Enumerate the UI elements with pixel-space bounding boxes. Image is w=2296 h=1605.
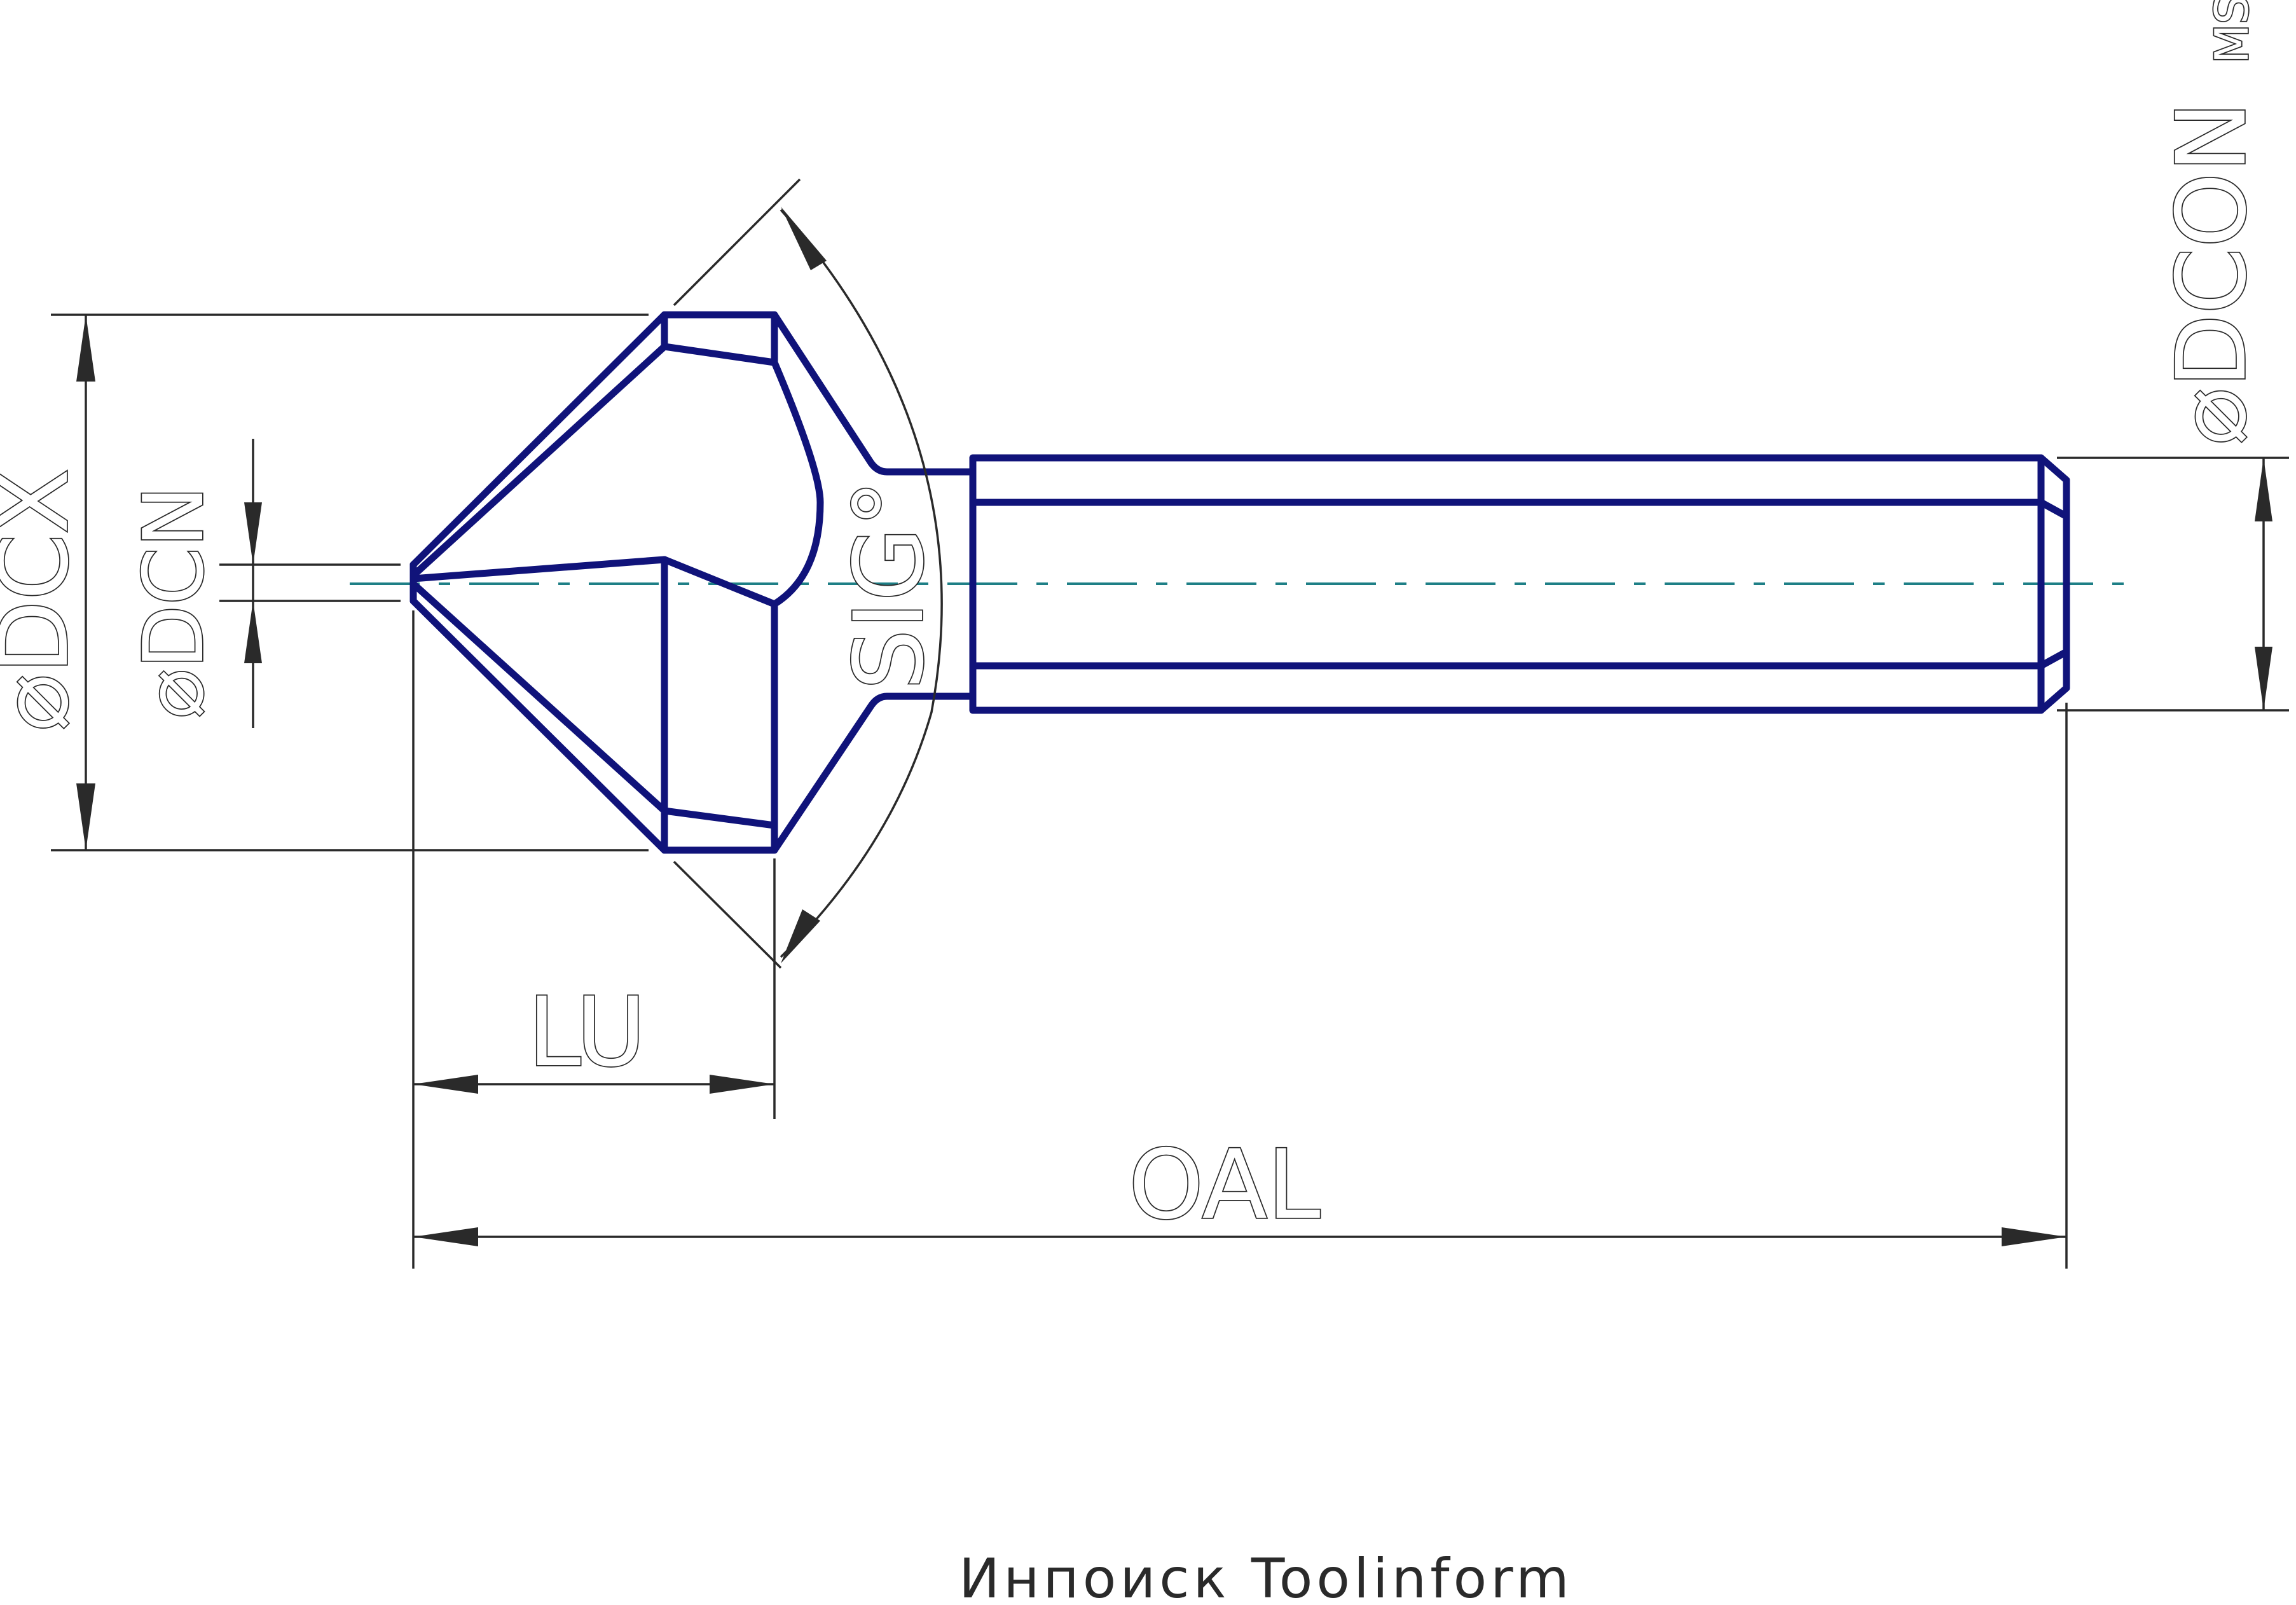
hex-shank-chamfer-end xyxy=(2037,454,2070,714)
sig-arrow-bottom xyxy=(781,909,820,963)
cutting-flank-upper xyxy=(409,343,824,608)
oal-arrow-right xyxy=(2002,1227,2066,1246)
dcx-dimension: ⌀DCX xyxy=(0,313,649,851)
dcn-arrow-top xyxy=(244,502,262,565)
dcon-dimension: ⌀DCON MS xyxy=(2057,0,2289,712)
lu-arrow-left xyxy=(413,1075,478,1094)
lu-arrow-right xyxy=(710,1075,774,1094)
dcn-dimension: ⌀DCN xyxy=(124,439,401,728)
dcon-arrow-bottom xyxy=(2255,647,2272,710)
dcx-label: ⌀DCX xyxy=(0,469,90,731)
hex-shank-body xyxy=(969,454,2045,714)
oal-arrow-left xyxy=(413,1227,478,1246)
lu-dimension: LU xyxy=(412,610,776,1269)
sig-label: SIG° xyxy=(834,479,945,690)
oal-label: OAL xyxy=(1129,1130,1321,1241)
dcn-label: ⌀DCN xyxy=(125,486,222,719)
dcon-label: ⌀DCON xyxy=(2157,101,2267,445)
lu-label: LU xyxy=(528,977,646,1088)
dcon-subscript: MS xyxy=(2205,0,2258,64)
footer-watermark: Инпоиск Toolinform xyxy=(959,1547,1573,1605)
sig-angle-dimension: SIG° xyxy=(673,178,946,969)
countersink-tool-outline xyxy=(409,311,2070,854)
sig-arrow-top xyxy=(781,207,827,270)
oal-dimension: OAL xyxy=(413,703,2068,1269)
dcn-arrow-bottom xyxy=(244,601,262,663)
cutting-flank-lower xyxy=(409,580,778,829)
dcon-arrow-top xyxy=(2255,458,2272,521)
dcx-arrow-top xyxy=(76,315,95,382)
dcx-arrow-bottom xyxy=(76,783,95,850)
cutting-head-outline xyxy=(409,311,977,854)
